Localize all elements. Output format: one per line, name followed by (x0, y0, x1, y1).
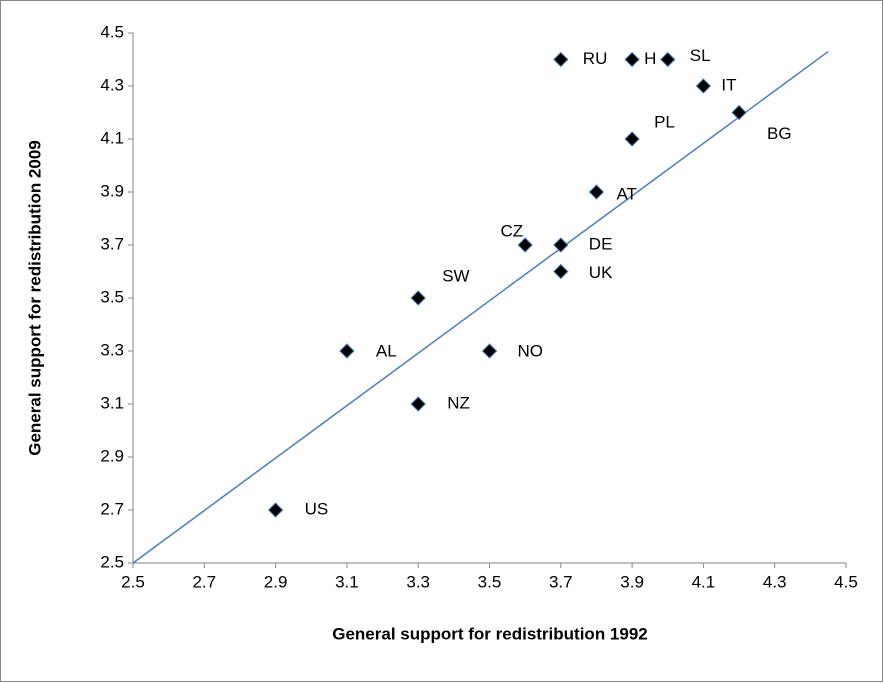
point-label: H (644, 49, 656, 68)
point (660, 51, 676, 68)
point (410, 290, 426, 306)
y-tick-label: 3.7 (100, 234, 124, 253)
point (624, 131, 640, 147)
point (553, 51, 569, 68)
x-tick-label: 3.3 (406, 572, 430, 591)
point-label: AT (616, 184, 636, 203)
y-tick-label: 3.1 (100, 393, 124, 412)
point-label: NO (518, 341, 544, 360)
x-tick-label: 3.5 (478, 572, 502, 591)
point-label: NZ (447, 393, 470, 412)
point-label: AL (376, 341, 397, 360)
point-label: UK (589, 263, 613, 282)
x-tick-label: 2.5 (121, 572, 145, 591)
x-tick-label: 3.1 (335, 572, 359, 591)
x-tick-label: 3.9 (620, 572, 644, 591)
point-label: PL (654, 112, 675, 131)
point (624, 51, 640, 68)
y-tick-label: 3.3 (100, 340, 124, 359)
point (731, 104, 747, 121)
y-axis-title: General support for redistribution 2009 (25, 140, 44, 456)
trendline (132, 50, 829, 564)
x-tick-label: 4.5 (834, 572, 858, 591)
x-axis-title: General support for redistribution 1992 (332, 624, 648, 643)
point (553, 263, 569, 280)
point-label: DE (589, 234, 613, 253)
point-label: BG (767, 124, 792, 143)
x-tick-label: 2.7 (192, 572, 216, 591)
point-label: SL (690, 46, 711, 65)
x-tick-label: 4.1 (692, 572, 716, 591)
y-tick-label: 2.9 (100, 446, 124, 465)
point (267, 502, 284, 518)
point (481, 343, 498, 359)
x-tick-label: 4.3 (763, 572, 787, 591)
point (517, 237, 533, 253)
point-label: SW (442, 266, 469, 285)
y-tick-label: 2.7 (100, 499, 124, 518)
point (695, 78, 712, 94)
y-tick-label: 3.5 (100, 287, 124, 306)
y-tick-label: 3.9 (100, 181, 124, 200)
x-tick-label: 2.9 (264, 572, 288, 591)
point (410, 396, 426, 412)
y-tick-label: 4.5 (100, 22, 124, 41)
point (553, 237, 569, 253)
point-label: IT (721, 75, 736, 94)
point-label: CZ (500, 221, 523, 240)
y-tick-label: 4.1 (100, 128, 124, 147)
point-label: US (305, 499, 329, 518)
x-tick-label: 3.7 (549, 572, 573, 591)
y-tick-label: 4.3 (100, 75, 124, 94)
point (588, 184, 605, 200)
point (339, 343, 355, 359)
y-tick-label: 2.5 (100, 552, 124, 571)
point-label: RU (583, 49, 608, 68)
